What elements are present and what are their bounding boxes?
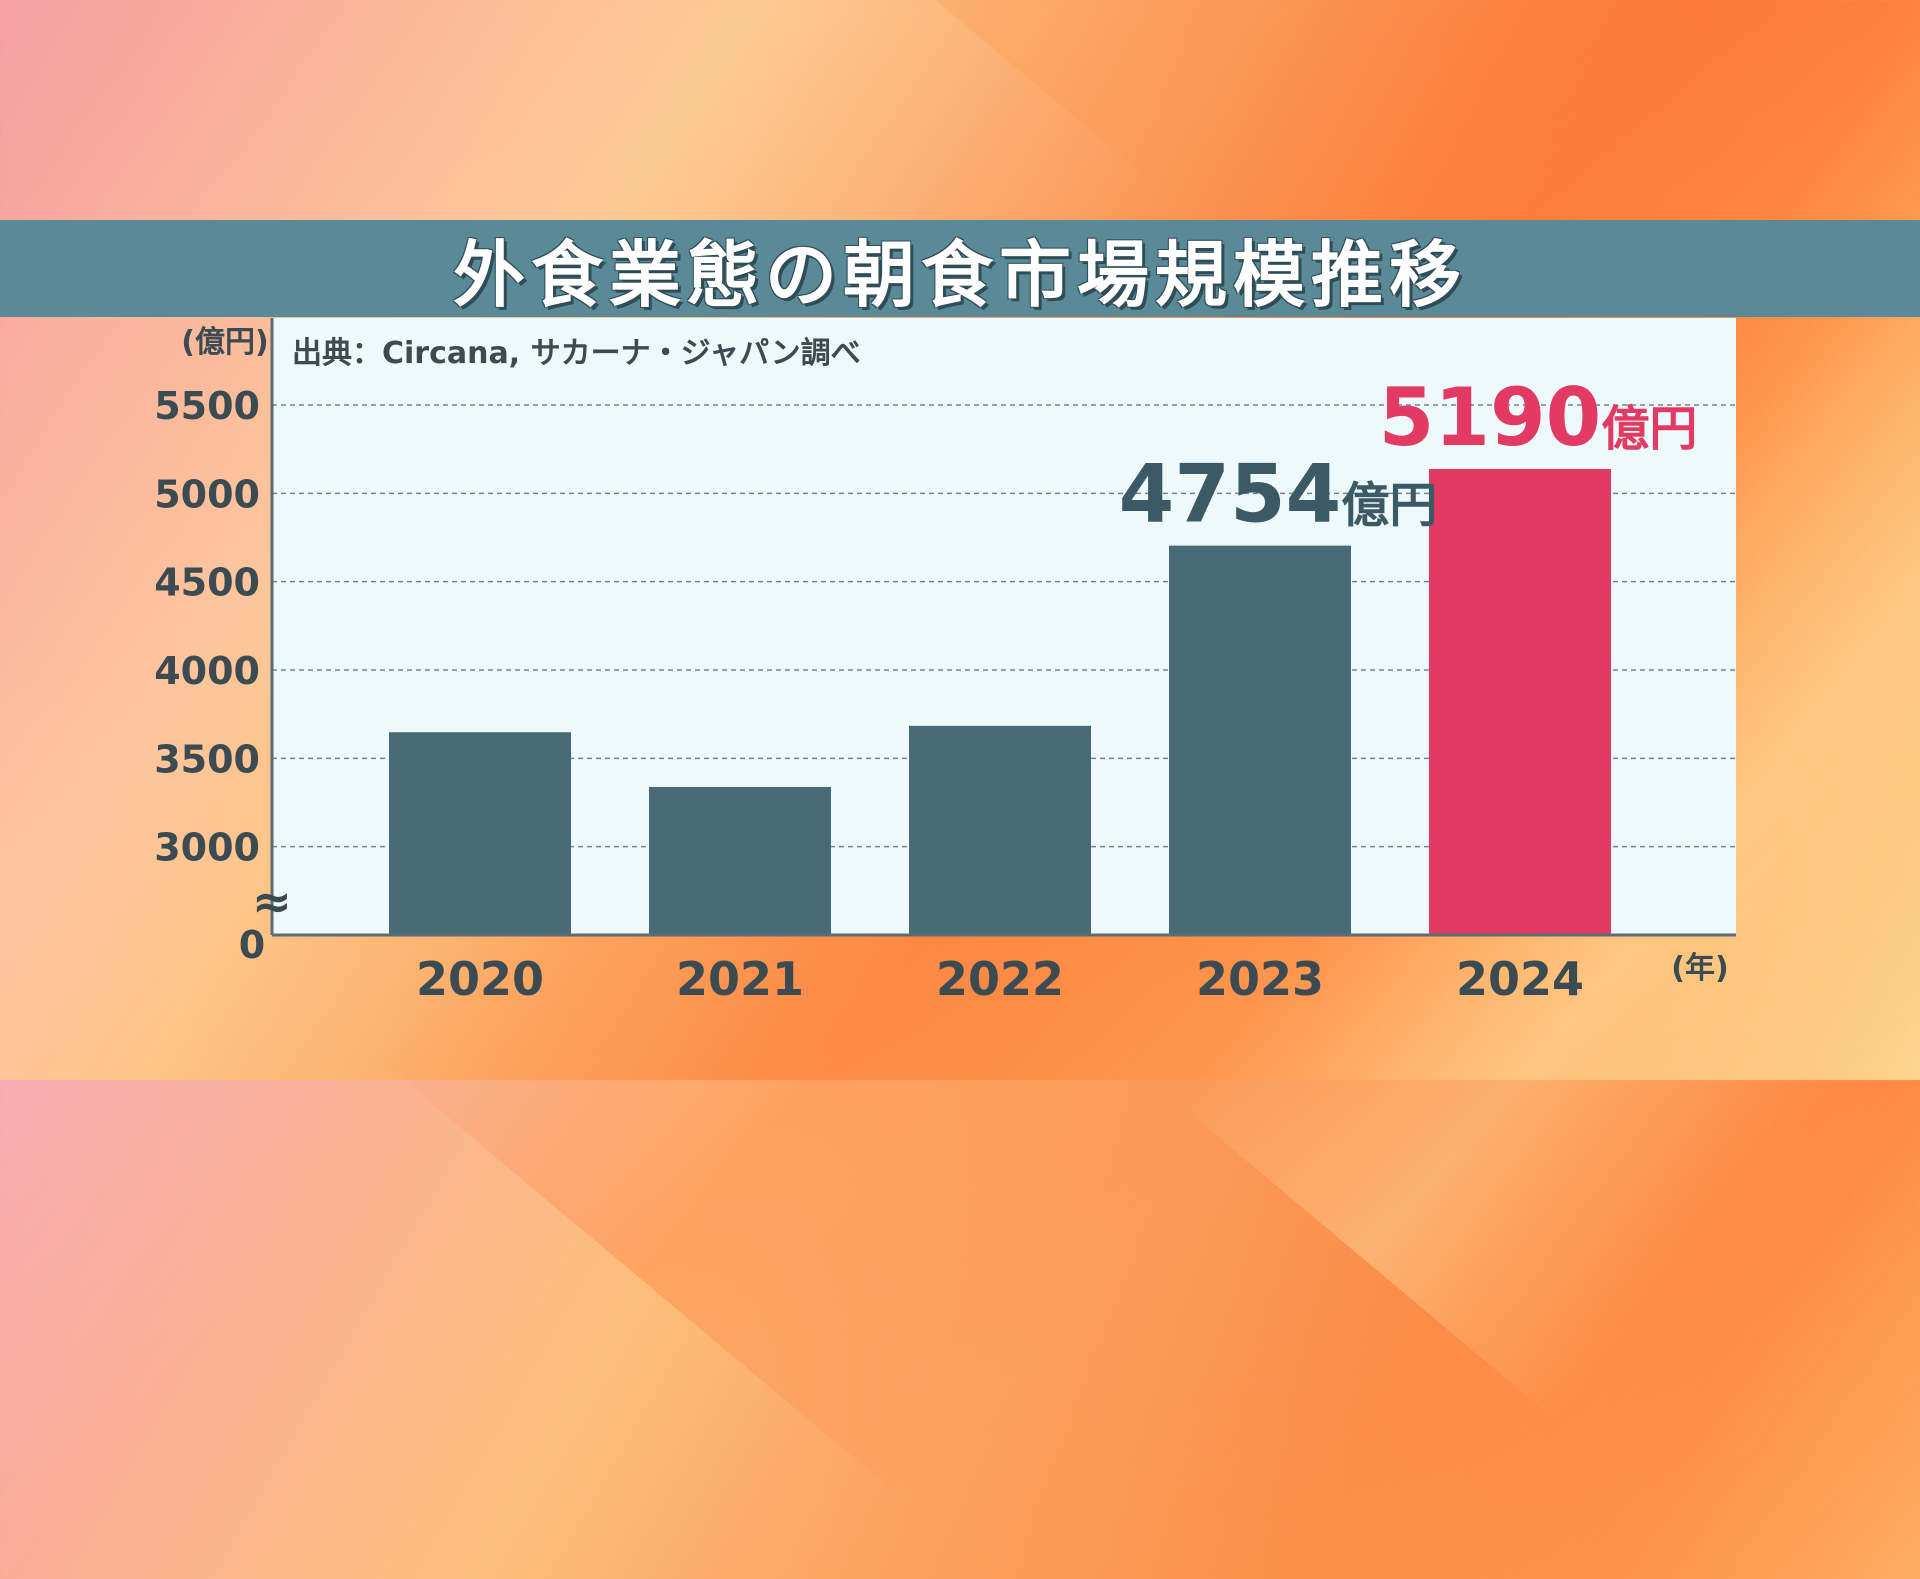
axes (270, 318, 1736, 937)
x-tick-label: 2022 (936, 952, 1064, 1006)
chart-title: 外食業態の朝食市場規模推移 (452, 233, 1467, 317)
y-zero-label: 0 (239, 923, 265, 967)
callout-unit: 億円 (1601, 401, 1697, 457)
x-tick-label: 2020 (416, 952, 544, 1006)
source-note: 出典：Circana, サカーナ・ジャパン調べ (292, 336, 861, 371)
y-tick-label: 4500 (154, 561, 260, 605)
y-tick-label: 4000 (154, 649, 260, 693)
title-bar: 外食業態の朝食市場規模推移 (0, 220, 1920, 317)
bar-2024 (1429, 468, 1611, 935)
x-tick-label: 2024 (1456, 952, 1584, 1006)
callout-unit: 億円 (1341, 478, 1437, 534)
value-callout-2024: 5190億円 (1379, 371, 1698, 464)
bar-2020 (389, 732, 571, 935)
y-tick-label: 3500 (154, 737, 260, 781)
bar-2023 (1169, 545, 1351, 935)
x-tick-labels: 2020 2021 2022 2023 2024 (416, 952, 1584, 1006)
axis-break-symbol: ≈ (252, 874, 292, 930)
callout-number: 5190 (1379, 371, 1602, 464)
y-tick-label: 5000 (154, 472, 260, 516)
x-axis-unit-label: (年) (1671, 951, 1728, 986)
value-callout-2023: 4754億円 (1119, 448, 1438, 541)
x-tick-label: 2021 (676, 952, 804, 1006)
y-tick-label: 5500 (154, 384, 260, 428)
bar-2022 (909, 725, 1091, 935)
y-tick-label: 3000 (154, 826, 260, 870)
y-axis-unit-label: (億円) (181, 325, 268, 360)
callout-number: 4754 (1119, 448, 1342, 541)
bars (389, 468, 1611, 935)
x-tick-label: 2023 (1196, 952, 1324, 1006)
bar-2021 (649, 786, 831, 935)
y-tick-labels: 3000 3500 4000 4500 5000 5500 (154, 384, 260, 870)
